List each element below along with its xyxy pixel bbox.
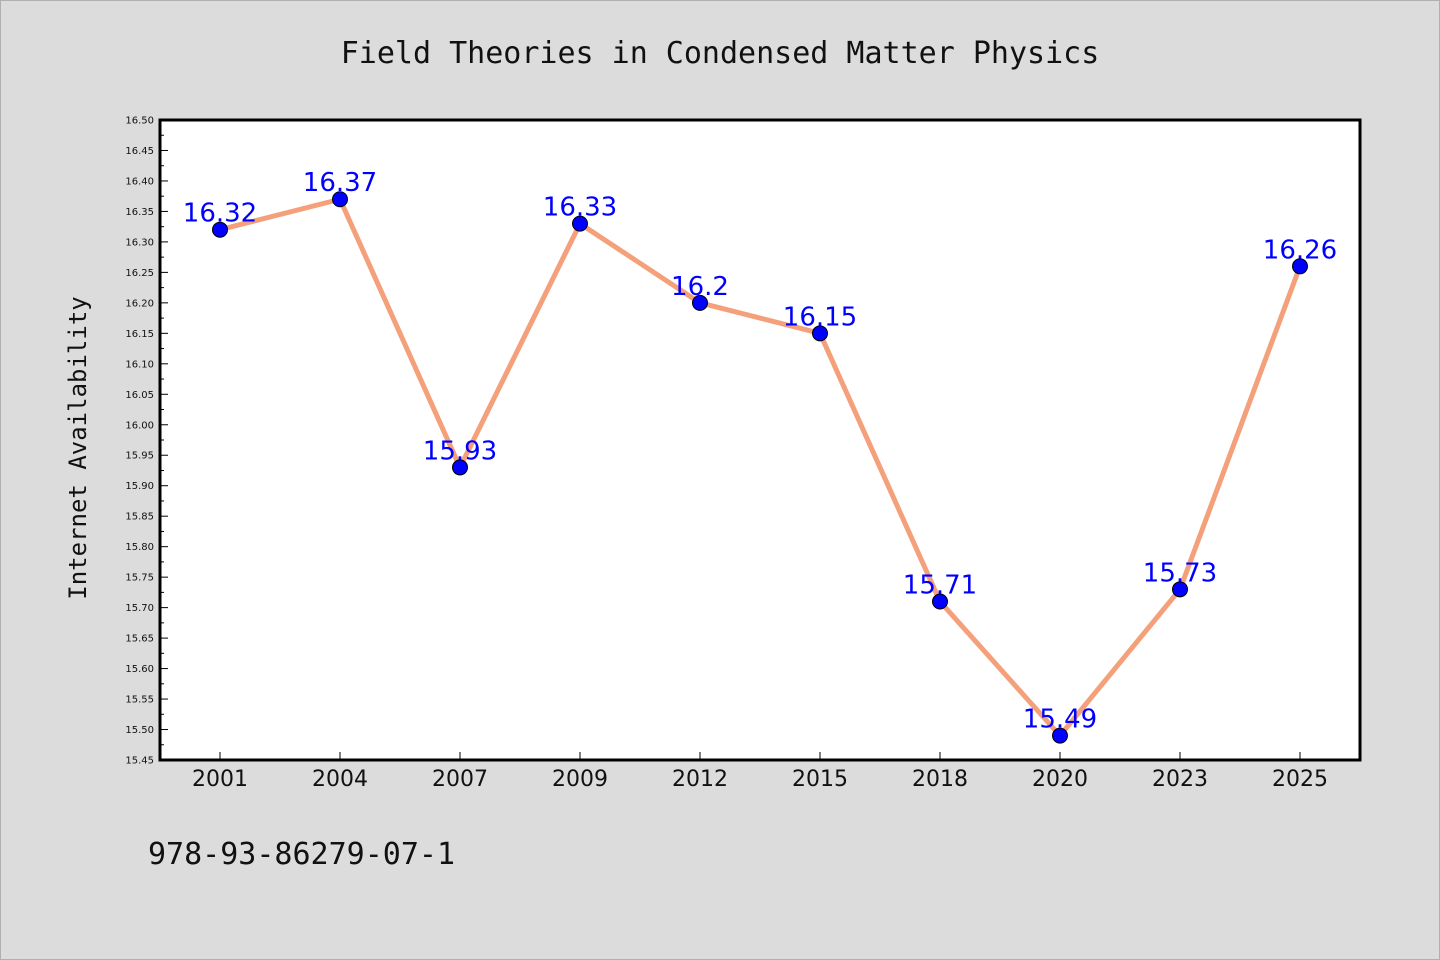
data-point-marker [1052,727,1068,744]
plot-border [158,118,1362,762]
y-tick-label: 16.50 [125,116,154,127]
y-tick-label: 16.30 [125,237,154,248]
y-tick-label: 16.40 [125,176,154,187]
y-tick-label: 15.75 [125,573,154,584]
x-axis-ticks: 2001 2004 2007 2009 2012 2015 2018 2020 2023 2025 [192,752,1328,792]
series-layer [212,191,1308,744]
data-point-marker [1172,581,1188,598]
data-value-label: 15.73 [1143,558,1217,588]
y-tick-label: 16.00 [125,420,154,431]
y-tick-label: 15.70 [125,603,154,614]
y-tick-label: 16.05 [125,390,154,401]
data-labels: 16.32 16.37 15.93 16.33 16.2 16.15 15.71 15.49 1… [183,168,1337,734]
footer-code: 978-93-86279-07-1 [148,837,455,872]
chart-title: Field Theories in Condensed Matter Physi… [341,36,1100,71]
y-tick-label: 15.85 [125,512,154,523]
data-point-marker [332,191,348,208]
data-value-label: 15.93 [423,436,497,466]
y-tick-label: 15.65 [125,634,154,645]
data-point-marker [452,459,468,476]
y-tick-label: 16.10 [125,359,154,370]
y-axis-label: Internet Availability [64,296,92,599]
data-value-label: 16.2 [671,272,729,302]
x-tick-label: 2012 [672,767,728,792]
x-tick-label: 2023 [1152,767,1208,792]
x-tick-label: 2009 [552,767,608,792]
x-tick-label: 2018 [912,767,968,792]
data-value-label: 16.37 [303,168,377,198]
x-tick-label: 2001 [192,767,248,792]
y-tick-label: 15.45 [125,756,154,767]
data-value-label: 16.32 [183,199,257,229]
data-value-label: 15.71 [903,571,977,601]
x-tick-label: 2015 [792,767,848,792]
y-tick-label: 15.60 [125,664,154,675]
data-point-marker [692,294,708,311]
y-tick-label: 16.35 [125,207,154,218]
y-tick-label: 15.55 [125,695,154,706]
data-value-label: 16.15 [783,302,857,332]
data-value-label: 16.26 [1263,235,1337,265]
series-line [219,196,1303,739]
data-value-label: 16.33 [543,193,617,223]
y-tick-label: 15.80 [125,542,154,553]
data-point-marker [1292,258,1308,275]
y-tick-label: 16.20 [125,298,154,309]
x-tick-label: 2004 [312,767,368,792]
y-tick-label: 15.95 [125,451,154,462]
y-tick-label: 16.45 [125,146,154,157]
x-tick-label: 2007 [432,767,488,792]
data-point-marker [932,593,948,610]
y-tick-label: 16.15 [125,329,154,340]
data-value-label: 15.49 [1023,705,1097,735]
data-point-marker [812,325,828,342]
x-tick-label: 2020 [1032,767,1088,792]
data-point-marker [572,215,588,232]
x-tick-label: 2025 [1272,767,1328,792]
y-tick-label: 16.25 [125,268,154,279]
data-point-marker [212,221,228,238]
y-tick-label: 15.50 [125,725,154,736]
plot-area [160,120,1360,760]
y-tick-label: 15.90 [125,481,154,492]
